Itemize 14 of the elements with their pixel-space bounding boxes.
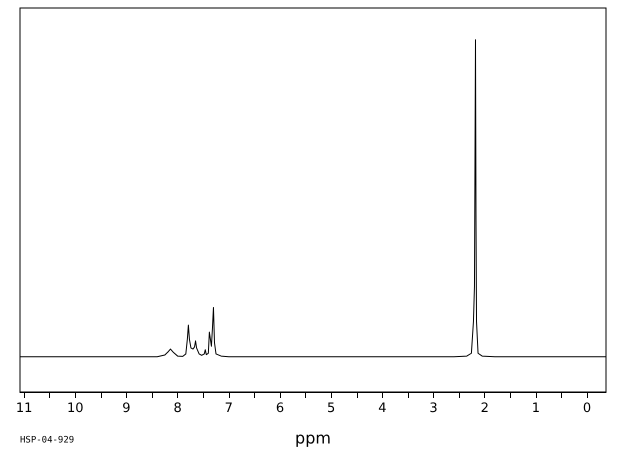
x-tick-label: 7: [224, 401, 233, 416]
x-tick-label: 11: [16, 401, 32, 416]
x-tick-label: 3: [429, 401, 438, 416]
x-tick-label: 1: [532, 401, 540, 416]
x-tick-label: 2: [480, 401, 489, 416]
x-tick-label: 4: [378, 401, 386, 416]
text: HSP-04-929: [20, 436, 74, 446]
x-tick-label: 10: [67, 401, 84, 416]
x-tick-label: 5: [327, 401, 336, 416]
x-tick-label: 6: [276, 401, 284, 416]
x-tick-label: 0: [582, 401, 592, 416]
x-axis-title: ppm: [295, 428, 331, 448]
x-tick-label: 8: [173, 401, 182, 416]
x-tick-label: 9: [122, 401, 131, 416]
